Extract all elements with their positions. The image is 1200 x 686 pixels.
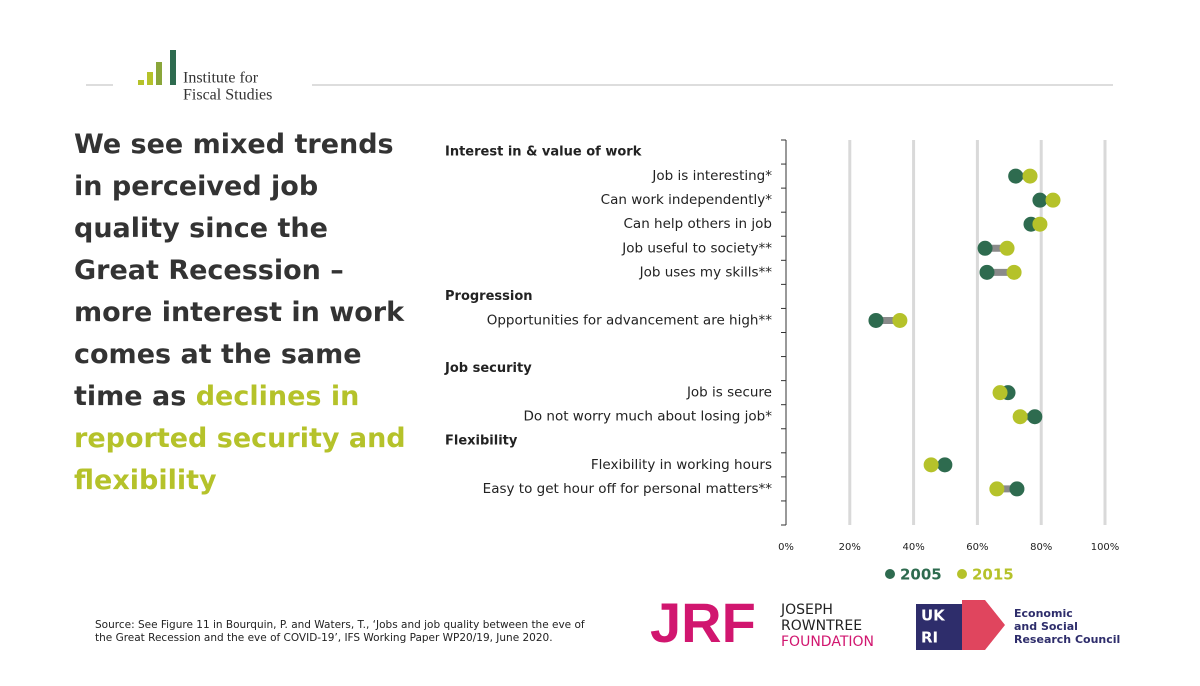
legend-label: 2005 [900,566,942,584]
slide-title: We see mixed trends in perceived job qua… [74,124,414,502]
ifs-bars [138,50,176,85]
dot [923,457,939,473]
esrc-name: and Social [1014,620,1078,633]
category-label: Easy to get hour off for personal matter… [483,481,773,497]
group-heading: Flexibility [445,433,518,448]
source-note: Source: See Figure 11 in Bourquin, P. an… [95,619,585,644]
category-label: Job uses my skills** [639,264,773,280]
category-label: Job is secure [686,385,772,401]
dot [1022,168,1038,184]
group-heading: Progression [445,289,533,304]
x-tick-label: 20% [839,542,861,553]
category-label: Job useful to society** [621,240,772,256]
dot [1027,409,1043,425]
dot [892,312,908,328]
dot [1032,216,1048,232]
group-heading: Job security [444,361,532,376]
ukri-box [916,604,962,650]
category-label: Can help others in job [624,216,773,232]
ifs-name: Institute for [183,70,259,87]
legend-label: 2015 [972,566,1014,584]
dot [1045,192,1061,208]
jrf-name: FOUNDATION [781,634,874,650]
dot [992,385,1008,401]
x-tick-label: 100% [1091,542,1120,553]
ifs-name: Fiscal Studies [183,87,272,104]
ukri-chevron [962,600,1005,650]
x-tick-label: 60% [966,542,988,553]
chart: 0% 20% 40% 60% 80% 100% Interest in & value of… [444,139,1120,584]
dot [977,240,993,256]
x-tick-label: 0% [778,542,794,553]
jrf-name: ROWNTREE [781,618,862,634]
dot [1008,168,1024,184]
dot [999,240,1015,256]
dot [989,481,1005,497]
dot [868,312,884,328]
category-label: Can work independently* [601,192,773,208]
title-text: We see mixed trends in perceived job qua… [74,129,405,412]
dot [937,457,953,473]
title-highlight: declines in reported security and flexib… [74,381,406,496]
dot [1006,264,1022,280]
x-tick-label: 40% [902,542,924,553]
dot [1009,481,1025,497]
esrc-name: Research Council [1014,633,1120,646]
category-label: Opportunities for advancement are high** [487,312,773,328]
esrc-name: Economic [1014,607,1073,620]
dot [979,264,995,280]
category-label: Job is interesting* [651,168,772,184]
category-label: Flexibility in working hours [591,457,772,473]
group-heading: Interest in & value of work [445,145,642,160]
legend-swatch [885,569,895,579]
category-label: Do not worry much about losing job* [523,409,772,425]
jrf-logo: JRF [650,591,756,654]
dot [1032,192,1048,208]
jrf-name: JOSEPH [780,602,833,618]
dot [1012,409,1028,425]
legend-swatch [957,569,967,579]
ukri-text: RI [921,629,938,647]
ukri-text: UK [921,607,946,625]
x-tick-label: 80% [1030,542,1052,553]
